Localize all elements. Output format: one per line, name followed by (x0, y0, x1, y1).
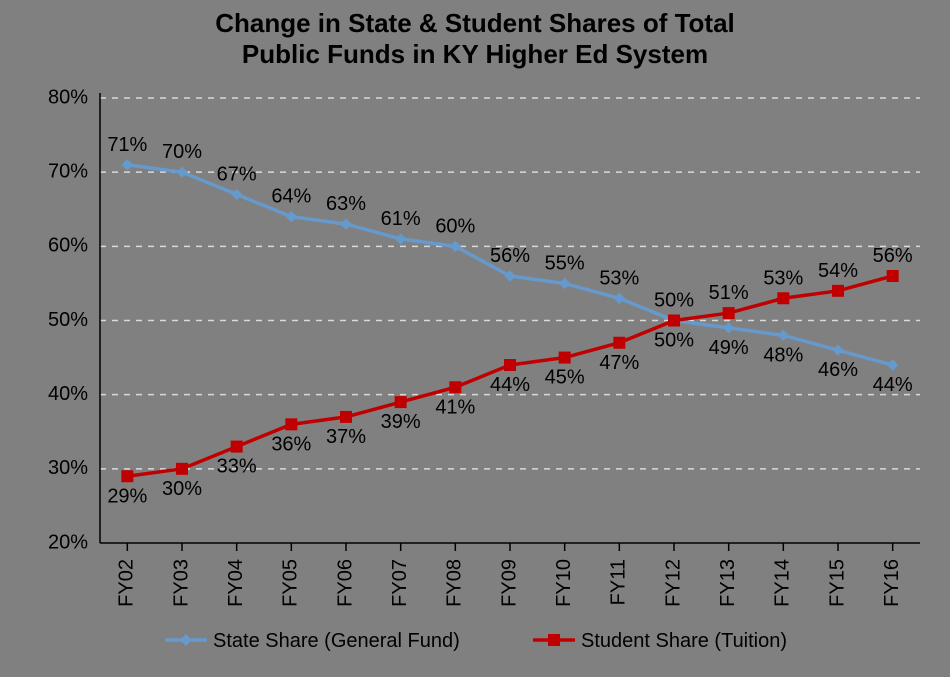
series-marker-square (231, 441, 242, 452)
data-label: 56% (490, 245, 530, 267)
x-tick-label: FY12 (662, 559, 684, 607)
series-marker-diamond (614, 294, 624, 304)
data-label: 48% (763, 345, 803, 367)
x-tick-label: FY05 (280, 559, 302, 607)
y-tick-label: 40% (48, 383, 88, 405)
data-label: 61% (381, 208, 421, 230)
x-tick-label: FY07 (389, 559, 411, 607)
y-tick-label: 50% (48, 309, 88, 331)
data-label: 37% (326, 426, 366, 448)
series-marker-square (450, 382, 461, 393)
y-tick-label: 20% (48, 532, 88, 554)
data-label: 36% (271, 434, 311, 456)
series-marker-square (669, 315, 680, 326)
data-label: 53% (599, 268, 639, 290)
series-marker-square (122, 471, 133, 482)
x-tick-label: FY04 (225, 559, 247, 607)
series-marker-diamond (232, 190, 242, 200)
data-label: 51% (709, 282, 749, 304)
data-label: 56% (873, 245, 913, 267)
data-label: 49% (709, 337, 749, 359)
data-label: 50% (654, 330, 694, 352)
series-marker-diamond (341, 219, 351, 229)
series-marker-square (177, 464, 188, 475)
data-label: 71% (107, 134, 147, 156)
legend-marker-square (548, 634, 560, 646)
data-label: 30% (162, 478, 202, 500)
x-tick-label: FY11 (608, 559, 630, 605)
series-marker-square (395, 397, 406, 408)
y-tick-label: 30% (48, 457, 88, 479)
series-marker-diamond (286, 212, 296, 222)
x-tick-label: FY15 (826, 559, 848, 607)
chart-svg: 20% 30% 40% 50% 60% 70% 80% FY02 FY03 FY04 FY05 FY0… (0, 70, 950, 670)
y-tick-label: 80% (48, 87, 88, 109)
series-marker-diamond (560, 279, 570, 289)
data-label: 70% (162, 142, 202, 164)
series-marker-diamond (396, 234, 406, 244)
series-marker-square (723, 308, 734, 319)
chart-title-line1: Change in State & Student Shares of Tota… (0, 8, 950, 39)
series-marker-diamond (778, 331, 788, 341)
series-marker-square (286, 419, 297, 430)
data-label: 64% (271, 186, 311, 208)
series-marker-square (559, 352, 570, 363)
y-tick-label: 60% (48, 235, 88, 257)
series-marker-square (887, 271, 898, 282)
series-marker-diamond (888, 360, 898, 370)
legend-label: Student Share (Tuition) (581, 630, 787, 652)
y-tick-label: 70% (48, 161, 88, 183)
series-marker-square (341, 412, 352, 423)
data-label: 63% (326, 193, 366, 215)
legend-marker-diamond (180, 634, 192, 646)
data-label: 55% (545, 253, 585, 275)
series-marker-diamond (724, 323, 734, 333)
legend-label: State Share (General Fund) (213, 630, 460, 652)
chart-container: Change in State & Student Shares of Tota… (0, 0, 950, 677)
series-marker-square (778, 293, 789, 304)
series-marker-square (833, 286, 844, 297)
x-tick-label: FY14 (772, 559, 794, 607)
chart-title-line2: Public Funds in KY Higher Ed System (0, 39, 950, 70)
chart-title: Change in State & Student Shares of Tota… (0, 0, 950, 70)
data-label: 53% (763, 268, 803, 290)
data-label: 60% (435, 216, 475, 238)
x-tick-label: FY10 (553, 559, 575, 607)
data-label: 46% (818, 360, 858, 382)
data-label: 41% (435, 397, 475, 419)
data-label: 45% (545, 367, 585, 389)
data-label: 33% (217, 456, 257, 478)
series-marker-square (614, 338, 625, 349)
series-marker-diamond (833, 346, 843, 356)
x-tick-label: FY08 (444, 559, 466, 607)
data-label: 39% (381, 411, 421, 433)
series-marker-square (505, 360, 516, 371)
data-label: 50% (654, 290, 694, 312)
series-marker-diamond (177, 168, 187, 178)
data-label: 47% (599, 352, 639, 374)
data-label: 29% (107, 486, 147, 508)
x-tick-label: FY02 (116, 559, 138, 607)
data-label: 44% (490, 374, 530, 396)
data-label: 44% (873, 374, 913, 396)
data-label: 67% (217, 164, 257, 186)
data-label: 54% (818, 260, 858, 282)
x-tick-label: FY16 (881, 559, 903, 607)
series-marker-diamond (122, 160, 132, 170)
x-tick-label: FY06 (334, 559, 356, 607)
x-tick-label: FY03 (170, 559, 192, 607)
x-tick-label: FY09 (498, 559, 520, 607)
x-tick-label: FY13 (717, 559, 739, 607)
